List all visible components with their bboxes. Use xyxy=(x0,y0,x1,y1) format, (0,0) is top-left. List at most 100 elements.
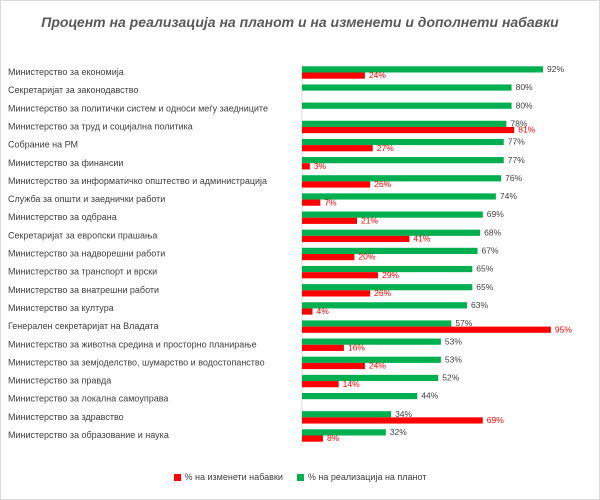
legend-label-realization: % на реализација на планот xyxy=(307,472,427,482)
bar-realization xyxy=(302,356,441,363)
category-label: Министерство за животна средина и просто… xyxy=(8,339,257,349)
data-label-realization: 53% xyxy=(445,336,462,346)
data-label-modified: 27% xyxy=(377,143,394,153)
category-label: Министерство за труд и социјална политик… xyxy=(8,121,193,131)
bar-realization xyxy=(302,229,481,236)
category-label: Министерство за образование и наука xyxy=(8,430,169,440)
data-label-modified: 8% xyxy=(327,433,340,443)
bar-modified xyxy=(302,417,483,424)
data-label-modified: 81% xyxy=(518,125,535,135)
bar-modified xyxy=(302,163,310,170)
data-label-modified: 4% xyxy=(316,306,329,316)
category-label: Министерство за локална самоуправа xyxy=(8,394,168,404)
bar-modified xyxy=(302,362,365,370)
bar-realization xyxy=(302,320,452,327)
category-label: Министерство за финансии xyxy=(8,158,123,168)
bar-realization xyxy=(302,265,473,273)
bar-modified xyxy=(302,435,323,442)
data-label-realization: 44% xyxy=(421,391,438,401)
bar-realization xyxy=(302,175,502,182)
data-label-realization: 68% xyxy=(484,227,501,237)
bar-modified xyxy=(302,308,313,315)
data-label-realization: 65% xyxy=(476,264,493,274)
legend-label-modified: % на изменети набавки xyxy=(184,472,283,482)
bar-realization xyxy=(302,393,418,400)
legend-swatch-red xyxy=(173,473,181,481)
legend-item-realization: % на реализација на планот xyxy=(296,472,427,482)
legend-swatch-green xyxy=(296,473,304,481)
category-label: Министерство за земјоделство, шумарство … xyxy=(8,357,265,367)
category-label: Министерство за информатичко општество и… xyxy=(8,176,267,186)
bar-realization xyxy=(302,120,507,127)
category-label: Министерство за здравство xyxy=(8,412,124,422)
data-label-realization: 57% xyxy=(455,318,472,328)
chart-title: Процент на реализација на планот и на из… xyxy=(41,14,559,30)
data-label-realization: 74% xyxy=(500,191,517,201)
data-label-modified: 24% xyxy=(369,70,386,80)
category-label: Министерство за внатрешни работи xyxy=(8,285,159,295)
data-label-realization: 34% xyxy=(395,409,412,419)
data-label-realization: 77% xyxy=(508,155,525,165)
data-label-realization: 77% xyxy=(508,137,525,147)
bar-modified xyxy=(302,217,358,224)
bar-realization xyxy=(302,211,483,218)
bar-modified xyxy=(302,290,371,297)
data-label-realization: 63% xyxy=(471,300,488,310)
category-label: Генерален секретаријат на Владата xyxy=(8,321,158,331)
bar-realization xyxy=(302,102,512,109)
data-label-realization: 67% xyxy=(482,246,499,256)
data-label-modified: 24% xyxy=(369,361,386,371)
data-label-realization: 32% xyxy=(390,427,407,437)
category-label: Министерство за култура xyxy=(8,303,114,313)
data-label-modified: 3% xyxy=(314,161,327,171)
category-label: Служба за општи и заеднички работи xyxy=(8,194,165,204)
bar-realization xyxy=(302,84,512,91)
bar-modified xyxy=(302,199,321,206)
bar-realization xyxy=(302,66,544,73)
data-label-realization: 78% xyxy=(510,118,527,128)
category-label: Министерство за правда xyxy=(8,376,111,386)
data-label-modified: 41% xyxy=(413,234,430,244)
category-label: Собрание на РМ xyxy=(8,140,78,150)
data-label-realization: 92% xyxy=(547,64,564,74)
category-label: Министерство за економија xyxy=(8,67,124,77)
bar-modified xyxy=(302,254,355,261)
data-label-modified: 21% xyxy=(361,215,378,225)
bar-realization xyxy=(302,247,478,254)
bar-modified xyxy=(302,344,344,351)
data-label-modified: 20% xyxy=(358,252,375,262)
bar-realization xyxy=(302,429,386,436)
data-label-modified: 95% xyxy=(555,324,572,334)
data-label-modified: 16% xyxy=(348,342,365,352)
bar-realization xyxy=(302,374,439,382)
data-label-realization: 80% xyxy=(516,82,533,92)
bar-modified xyxy=(302,145,373,152)
data-label-realization: 76% xyxy=(505,173,522,183)
category-label: Секретаријат за законодавство xyxy=(8,85,138,95)
legend: % на изменети набавки % на реализација н… xyxy=(0,472,600,482)
legend-item-modified: % на изменети набавки xyxy=(173,472,283,482)
data-label-modified: 26% xyxy=(374,288,391,298)
bar-modified xyxy=(302,72,365,79)
category-label: Министерство за политички систем и однос… xyxy=(8,103,268,113)
bar-realization xyxy=(302,302,468,309)
data-label-realization: 52% xyxy=(442,373,459,383)
data-label-realization: 53% xyxy=(445,354,462,364)
data-label-realization: 65% xyxy=(476,282,493,292)
bar-modified xyxy=(302,381,339,388)
data-label-modified: 14% xyxy=(343,379,360,389)
bar-modified xyxy=(302,181,371,188)
category-label: Министерство за транспорт и врски xyxy=(8,267,157,277)
bar-realization xyxy=(302,411,392,418)
data-label-modified: 26% xyxy=(374,179,391,189)
category-label: Министерство за надворешни работи xyxy=(8,249,165,259)
category-label: Секретаријат за европски прашања xyxy=(8,230,157,240)
bar-modified xyxy=(302,126,515,134)
bar-realization xyxy=(302,338,441,345)
bar-realization xyxy=(302,193,496,200)
data-label-realization: 69% xyxy=(487,209,504,219)
bar-modified xyxy=(302,235,410,243)
bar-realization xyxy=(302,284,473,291)
